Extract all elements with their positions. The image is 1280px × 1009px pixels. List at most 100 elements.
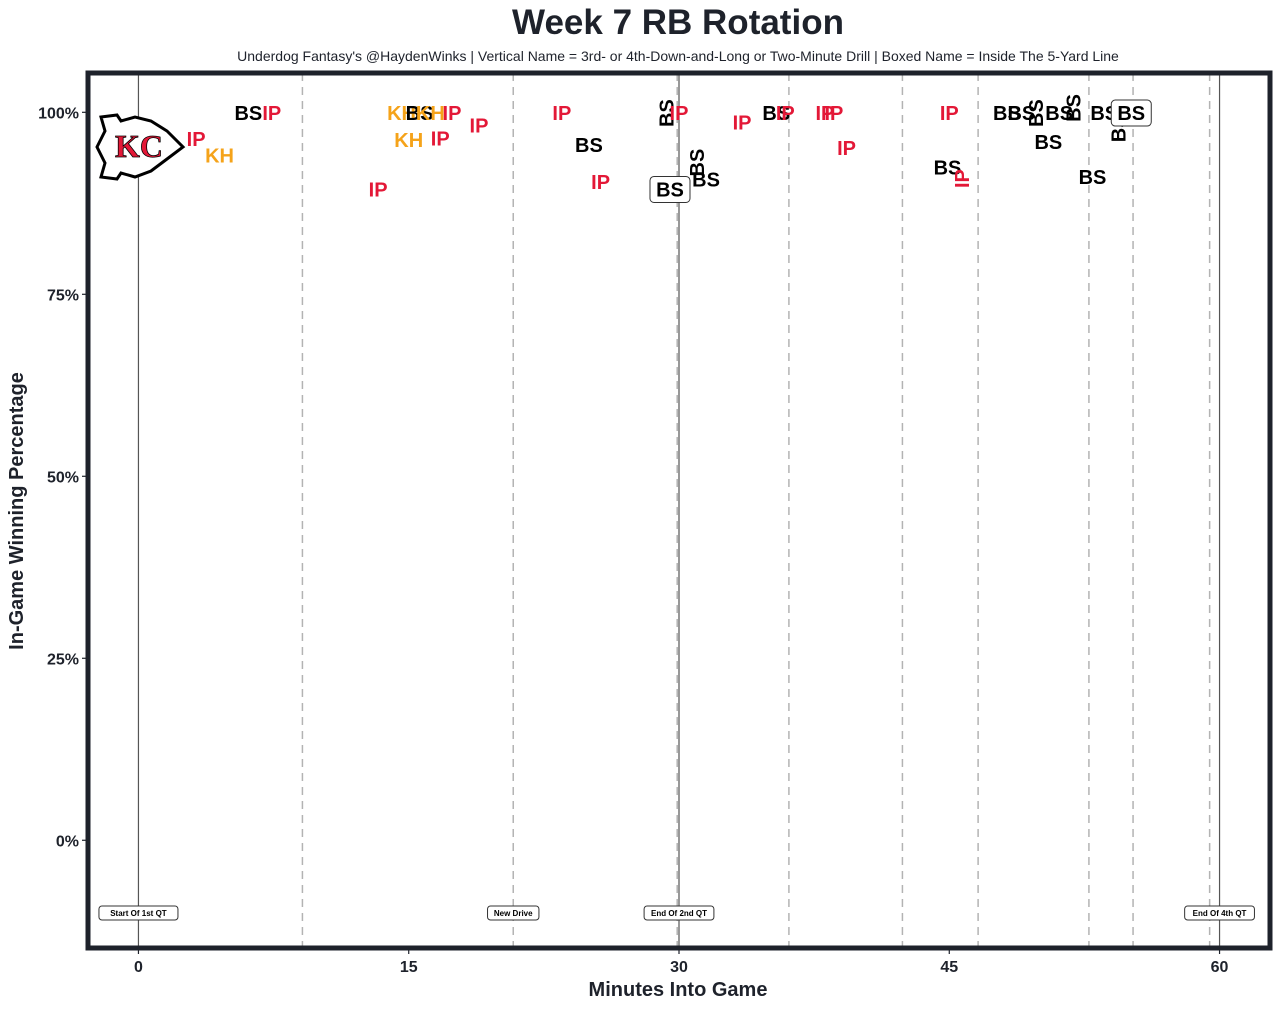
point-label: BS xyxy=(234,103,262,125)
event-label-box xyxy=(98,905,179,921)
drive-lines xyxy=(301,73,1211,948)
point-label: BS xyxy=(1117,103,1145,125)
point-ip: IP xyxy=(470,115,489,137)
point-label: BS xyxy=(993,103,1021,125)
point-ip: IP xyxy=(670,103,689,125)
point-bs: BS xyxy=(1026,99,1048,127)
x-tick-label: 0 xyxy=(134,959,143,976)
point-ip: IP xyxy=(733,113,752,135)
y-tick-label: 0% xyxy=(56,833,79,850)
point-label: IP xyxy=(262,103,281,125)
point-label: IP xyxy=(825,103,844,125)
point-label: KH xyxy=(416,103,445,125)
point-label: IP xyxy=(837,138,856,160)
point-label: BS xyxy=(575,135,603,157)
point-ip: IP xyxy=(776,103,795,125)
x-tick-label: 60 xyxy=(1211,959,1229,976)
point-label: KH xyxy=(394,130,423,152)
point-bs: BS xyxy=(575,135,603,157)
point-label: BS xyxy=(1007,103,1035,125)
event-label-box xyxy=(1184,905,1255,921)
point-label: IP xyxy=(187,129,206,151)
event-labels: Start Of 1st QT End Of 2nd QT End Of 4th Q… xyxy=(98,905,1255,921)
point-bs: BS xyxy=(1079,167,1107,189)
point-label: BS xyxy=(1045,103,1073,125)
point-kh: KH xyxy=(416,103,445,125)
point-bs: BS xyxy=(762,103,790,125)
point-ip: IP xyxy=(591,172,610,194)
point-label: IP xyxy=(591,172,610,194)
point-label: BS xyxy=(656,99,678,127)
x-tick-label: 45 xyxy=(940,959,958,976)
point-ip: IP xyxy=(815,103,834,125)
point-bs: BS xyxy=(1045,103,1073,125)
point-bs: BS xyxy=(993,103,1021,125)
point-ip: IP xyxy=(187,129,206,151)
point-bs: BS xyxy=(656,99,678,127)
point-label: IP xyxy=(443,103,462,125)
point-label: KH xyxy=(205,145,234,167)
chart-title: Week 7 RB Rotation xyxy=(512,3,844,42)
point-label: IP xyxy=(431,129,450,151)
point-ip: IP xyxy=(443,103,462,125)
point-label: BS xyxy=(1026,99,1048,127)
point-label: IP xyxy=(815,103,834,125)
point-bs: BS xyxy=(1110,99,1152,127)
chart-subtitle: Underdog Fantasy's @HaydenWinks | Vertic… xyxy=(237,48,1119,64)
point-label: IP xyxy=(733,113,752,135)
point-bs: BS xyxy=(1064,94,1086,122)
point-label: BS xyxy=(1079,167,1107,189)
point-ip: IP xyxy=(940,103,959,125)
point-ip: IP xyxy=(552,103,571,125)
y-tick-label: 100% xyxy=(38,105,79,122)
point-bs: BS xyxy=(649,175,691,203)
point-label: BS xyxy=(406,103,434,125)
point-label: KH xyxy=(387,103,416,125)
boxed-marker xyxy=(649,175,691,203)
x-axis-label: Minutes Into Game xyxy=(589,979,768,1001)
team-logo-kc: KC xyxy=(95,113,186,181)
point-ip: IP xyxy=(369,179,388,201)
y-tick-label: 25% xyxy=(47,651,79,668)
boxed-marker xyxy=(1110,99,1152,127)
event-label: End Of 2nd QT xyxy=(651,909,707,918)
point-label: IP xyxy=(369,179,388,201)
point-bs: BS xyxy=(934,158,962,180)
point-bs: BS xyxy=(692,169,720,191)
point-kh: KH xyxy=(387,103,416,125)
point-label: IP xyxy=(552,103,571,125)
point-bs: BS xyxy=(406,103,434,125)
y-tick-label: 50% xyxy=(47,469,79,486)
point-bs: BS xyxy=(1007,103,1035,125)
y-axis-ticks: 0% 25% 50% 75% 100% xyxy=(38,105,88,850)
x-tick-label: 30 xyxy=(670,959,688,976)
point-ip: IP xyxy=(262,103,281,125)
kc-monogram: KC xyxy=(115,128,163,164)
point-label: BS xyxy=(762,103,790,125)
point-ip: IP xyxy=(952,169,974,188)
point-label: IP xyxy=(952,169,974,188)
event-label: Start Of 1st QT xyxy=(110,909,167,918)
point-ip: IP xyxy=(431,129,450,151)
arrowhead-shape xyxy=(95,113,186,181)
point-ip: IP xyxy=(837,138,856,160)
point-label: BS xyxy=(1034,132,1062,154)
point-label: BS xyxy=(934,158,962,180)
y-axis-label: In-Game Winning Percentage xyxy=(6,372,28,650)
point-bs: BS xyxy=(234,103,262,125)
event-label: End Of 4th QT xyxy=(1193,909,1247,918)
point-ip: IP xyxy=(825,103,844,125)
point-label: BS xyxy=(656,179,684,201)
quarter-lines xyxy=(137,73,1221,948)
point-label: BS xyxy=(687,149,709,177)
x-axis-ticks: 0 15 30 45 60 xyxy=(134,948,1229,976)
point-label: IP xyxy=(670,103,689,125)
point-label: BS xyxy=(692,169,720,191)
event-label-box xyxy=(487,905,540,921)
point-label: BS xyxy=(1064,94,1086,122)
event-label: New Drive xyxy=(494,909,533,918)
point-bs: BS xyxy=(687,149,709,177)
point-bs: BS xyxy=(1034,132,1062,154)
